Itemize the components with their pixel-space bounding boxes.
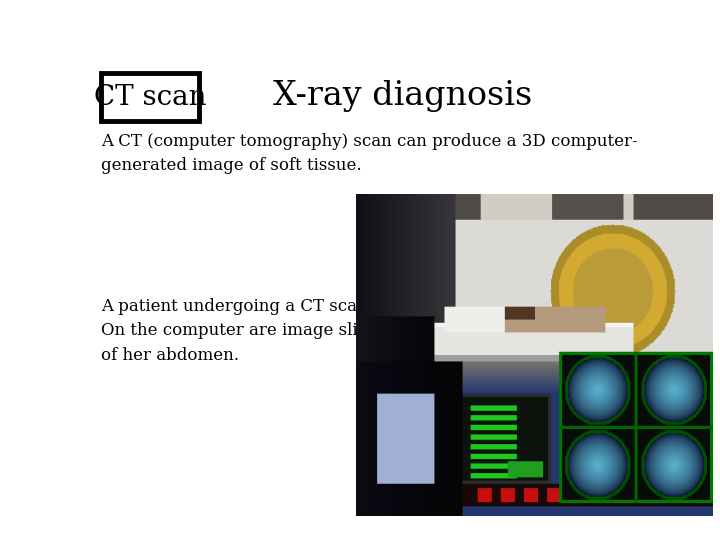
Text: A patient undergoing a CT scan.
On the computer are image slices
of her abdomen.: A patient undergoing a CT scan. On the c… xyxy=(101,298,385,364)
Bar xyxy=(101,73,199,121)
Text: A CT (computer tomography) scan can produce a 3D computer-
generated image of so: A CT (computer tomography) scan can prod… xyxy=(101,133,638,174)
Text: CT scan: CT scan xyxy=(94,84,206,111)
Text: X-ray diagnosis: X-ray diagnosis xyxy=(273,80,532,112)
